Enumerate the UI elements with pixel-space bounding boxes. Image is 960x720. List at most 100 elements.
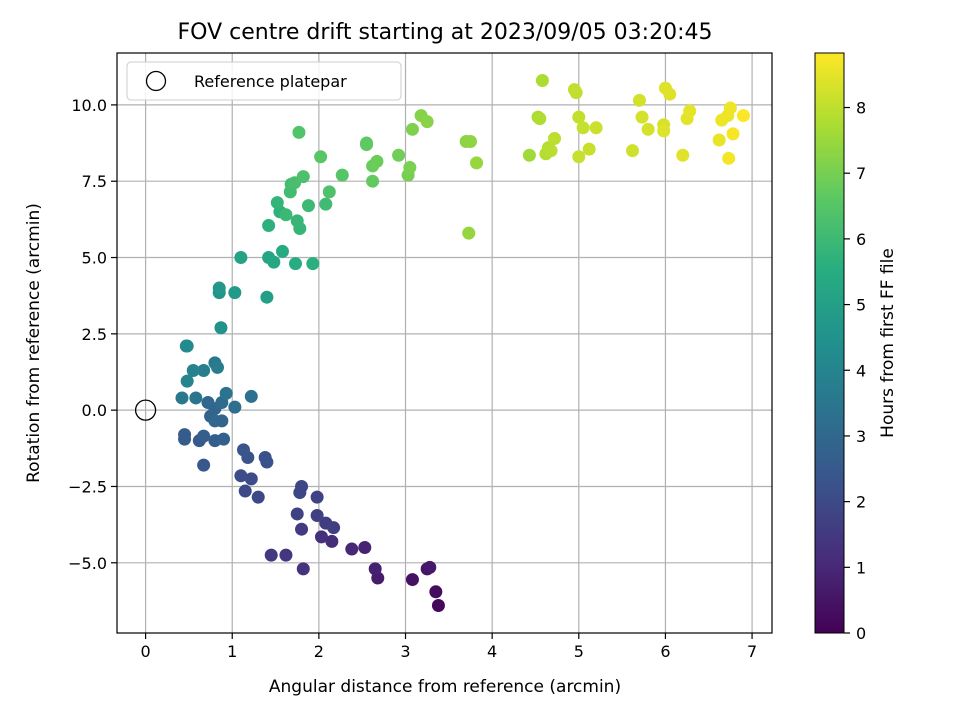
colorbar-tick-label: 4 [856, 361, 866, 380]
data-point [635, 110, 649, 124]
data-point [208, 414, 222, 428]
data-point [589, 121, 603, 135]
y-tick-label: 0.0 [82, 401, 107, 420]
data-point [219, 386, 233, 400]
data-point [322, 185, 336, 199]
x-tick-label: 7 [747, 642, 757, 661]
x-axis-ticks: 0 1 2 3 4 5 6 7 [140, 633, 757, 661]
data-point [228, 400, 242, 414]
x-tick-label: 3 [400, 642, 410, 661]
legend-entry-reference: Reference platepar [194, 72, 347, 91]
data-point [197, 429, 211, 443]
data-point [228, 286, 242, 300]
data-point [572, 150, 586, 164]
x-tick-label: 1 [227, 642, 237, 661]
data-point [368, 562, 382, 576]
data-point [535, 73, 549, 87]
colorbar-tick-label: 3 [856, 427, 866, 446]
data-point [360, 136, 374, 150]
y-axis-label: Rotation from reference (arcmin) [24, 203, 44, 483]
data-point [327, 521, 341, 535]
colorbar-label: Hours from first FF file [878, 248, 898, 438]
colorbar: 0 1 2 3 4 5 6 7 8 Hours from first FF file [814, 52, 898, 643]
data-point [234, 469, 248, 483]
data-point [292, 125, 306, 139]
data-point [238, 484, 252, 498]
data-point [306, 257, 320, 271]
data-point [296, 562, 310, 576]
reference-platepar-point [134, 399, 157, 421]
data-point [180, 339, 194, 353]
data-point [462, 226, 476, 240]
data-point [626, 144, 640, 158]
data-point [251, 490, 265, 504]
x-tick-label: 2 [314, 642, 324, 661]
x-tick-label: 5 [574, 642, 584, 661]
data-point [463, 135, 477, 149]
grid-lines [117, 53, 772, 633]
data-point [290, 507, 304, 521]
colorbar-tick-label: 6 [856, 230, 866, 249]
data-point [319, 197, 333, 211]
legend-marker-reference [145, 70, 167, 92]
data-point [657, 124, 671, 138]
data-point [726, 127, 740, 141]
data-point [260, 290, 274, 304]
data-point [470, 156, 484, 170]
data-point [405, 122, 419, 136]
legend-box [126, 61, 402, 101]
data-point [548, 131, 562, 145]
data-point [189, 391, 203, 405]
data-point [180, 374, 194, 388]
data-point [683, 104, 697, 118]
data-point [567, 83, 581, 97]
data-point [533, 112, 547, 126]
data-point [186, 363, 200, 377]
data-point [392, 148, 406, 162]
data-point [217, 432, 231, 446]
data-point [582, 142, 596, 156]
data-point [712, 133, 726, 147]
data-point [403, 160, 417, 174]
y-tick-label: 2.5 [82, 325, 107, 344]
data-point [288, 257, 302, 271]
data-point [335, 168, 349, 182]
data-point [420, 115, 434, 129]
data-point [234, 251, 248, 265]
data-point [736, 109, 750, 123]
data-point [632, 93, 646, 107]
data-point [314, 530, 328, 544]
y-axis-ticks: −5.0 −2.5 0.0 2.5 5.0 7.5 10.0 [68, 96, 117, 573]
data-point [244, 472, 258, 486]
data-point [279, 548, 293, 562]
data-point [262, 218, 276, 232]
data-point [301, 199, 315, 213]
data-point [197, 458, 211, 472]
data-point [296, 170, 310, 184]
data-point [358, 541, 372, 555]
colorbar-tick-label: 7 [856, 164, 866, 183]
data-point [314, 150, 328, 164]
data-point [723, 101, 737, 115]
colorbar-tick-label: 2 [856, 493, 866, 512]
data-point [175, 391, 189, 405]
colorbar-gradient [814, 52, 845, 634]
data-point [429, 585, 443, 599]
data-point [431, 599, 445, 613]
x-tick-label: 6 [660, 642, 670, 661]
data-point [244, 389, 258, 403]
data-point [663, 87, 677, 101]
data-point [423, 560, 437, 574]
data-point [279, 208, 293, 222]
data-point [270, 196, 284, 210]
data-point [212, 281, 226, 295]
reference-marker [134, 399, 157, 421]
data-point [325, 534, 339, 548]
data-point [236, 443, 250, 457]
colorbar-tick-label: 8 [856, 99, 866, 118]
data-point [405, 573, 419, 587]
data-point [214, 321, 228, 335]
colorbar-tick-label: 0 [856, 624, 866, 643]
plot-frame [116, 52, 773, 634]
y-tick-label: −5.0 [68, 554, 107, 573]
